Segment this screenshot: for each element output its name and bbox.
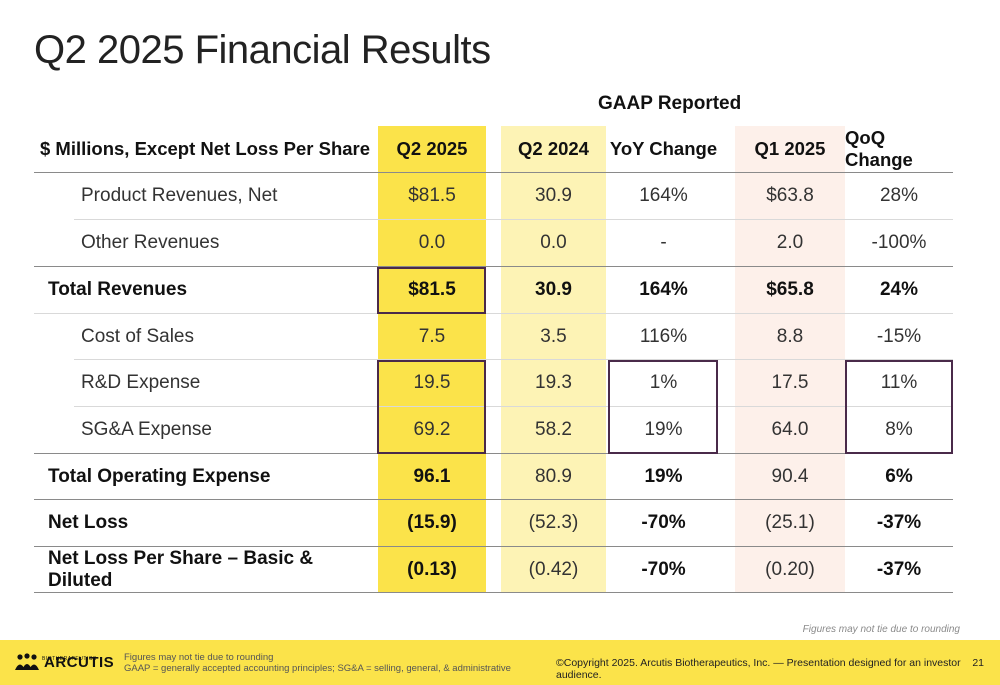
page-title: Q2 2025 Financial Results [34,28,491,72]
opex-q2-2025-highlight-box [377,360,486,454]
footnote-line-2: GAAP = generally accepted accounting pri… [124,663,511,674]
cell-q1-2025: 8.8 [776,326,804,348]
cell-q2-2024: 58.2 [535,419,572,441]
cell-q1-2025: (0.20) [765,559,815,581]
table-row: Other Revenues 0.0 0.0 - 2.0 -100% [34,220,953,267]
opex-yoy-highlight-box [608,360,718,454]
footnote: Figures may not tie due to rounding GAAP… [124,652,511,674]
row-label: Other Revenues [81,232,220,254]
cell-yoy: 19% [644,466,683,488]
gaap-reported-heading: GAAP Reported [598,93,742,114]
cell-q2-2025: 0.0 [418,232,446,254]
table-row: R&D Expense 19.5 19.3 1% 17.5 11% [34,360,953,407]
row-label: Cost of Sales [81,326,194,348]
cell-q2-2024: (0.42) [528,559,579,581]
cell-q2-2024: (52.3) [528,512,579,534]
opex-qoq-highlight-box [845,360,953,454]
cell-q1-2025: 90.4 [771,466,809,488]
row-label: Net Loss [48,512,129,534]
table-row: Net Loss (15.9) (52.3) -70% (25.1) -37% [34,500,953,547]
cell-q1-2025: (25.1) [765,512,815,534]
footnote-line-1: Figures may not tie due to rounding [124,652,274,663]
header-q1-2025: Q1 2025 [754,138,826,160]
table-row: Cost of Sales 7.5 3.5 116% 8.8 -15% [34,314,953,361]
cell-yoy: 116% [639,326,688,348]
footer-band: ARCUTIS BIOTHERAPEUTICS Figures may not … [0,640,1000,685]
cell-q2-2024: 30.9 [535,279,572,301]
row-divider [34,546,953,547]
table-row: Total Revenues $81.5 30.9 164% $65.8 24% [34,267,953,314]
cell-q2-2025: 69.2 [413,419,451,441]
table-row: SG&A Expense 69.2 58.2 19% 64.0 8% [34,407,953,454]
cell-q2-2025: 19.5 [413,372,451,394]
cell-q2-2025: (15.9) [407,512,457,534]
cell-q2-2024: 30.9 [535,185,572,207]
table-bottom-divider [34,592,953,593]
cell-q2-2025: $81.5 [408,185,456,207]
row-label: Net Loss Per Share – Basic & Diluted [48,548,314,592]
company-logo: ARCUTIS [14,653,114,671]
row-label: Product Revenues, Net [81,185,278,207]
total-revenues-highlight-box [377,267,486,314]
cell-q2-2025: $81.5 [408,279,456,301]
row-divider [34,266,953,267]
cell-qoq: -100% [871,232,927,254]
cell-qoq: 24% [879,279,919,301]
row-divider [74,406,953,407]
row-label: Total Revenues [48,279,188,301]
row-divider [34,313,953,314]
cell-yoy: 19% [644,419,683,441]
cell-q2-2025: (0.13) [407,559,457,581]
cell-q2-2024: 3.5 [540,326,567,348]
row-divider [74,359,953,360]
cell-q2-2024: 0.0 [540,232,567,254]
table-row: Product Revenues, Net $81.5 30.9 164% $6… [34,173,953,220]
cell-q2-2025: 7.5 [418,326,446,348]
rounding-note: Figures may not tie due to rounding [802,624,960,635]
row-label: Total Operating Expense [48,466,271,488]
cell-qoq: -37% [876,559,922,581]
logo-subtitle: BIOTHERAPEUTICS [42,656,97,662]
row-divider [34,453,953,454]
cell-q1-2025: $65.8 [766,279,814,301]
table-row: Net Loss Per Share – Basic & Diluted (0.… [34,547,953,594]
cell-yoy: - [660,232,667,254]
copyright-text: ©Copyright 2025. Arcutis Biotherapeutics… [556,657,961,681]
logo-name: ARCUTIS [44,653,115,671]
cell-yoy: 164% [639,279,688,301]
cell-q1-2025: 2.0 [776,232,804,254]
header-yoy-change: YoY Change [609,138,718,160]
cell-qoq: 8% [885,419,913,441]
cell-q2-2025: 96.1 [413,466,451,488]
header-divider [34,172,953,173]
table-row: Total Operating Expense 96.1 80.9 19% 90… [34,454,953,501]
table-header-row: $ Millions, Except Net Loss Per Share Q2… [34,126,953,173]
header-q2-2025: Q2 2025 [396,138,468,160]
cell-q2-2024: 80.9 [535,466,572,488]
cell-yoy: -70% [641,512,686,534]
cell-q1-2025: 64.0 [771,419,809,441]
cell-qoq: 11% [880,372,918,394]
header-qoq-change: QoQ Change [845,127,913,171]
row-label: SG&A Expense [81,419,212,441]
cell-qoq: -37% [876,512,922,534]
arcutis-people-logo-icon [15,653,39,670]
cell-q1-2025: 17.5 [771,372,809,394]
row-divider [74,219,953,220]
cell-qoq: 28% [879,185,919,207]
header-label: $ Millions, Except Net Loss Per Share [40,138,371,160]
cell-yoy: -70% [641,559,686,581]
cell-qoq: -15% [876,326,922,348]
page-number: 21 [972,657,984,669]
cell-qoq: 6% [885,466,913,488]
row-label: R&D Expense [81,372,201,394]
row-divider [34,499,953,500]
cell-q2-2024: 19.3 [535,372,572,394]
cell-q1-2025: $63.8 [766,185,814,207]
cell-yoy: 164% [639,185,688,207]
cell-yoy: 1% [649,372,678,394]
header-q2-2024: Q2 2024 [518,138,589,160]
